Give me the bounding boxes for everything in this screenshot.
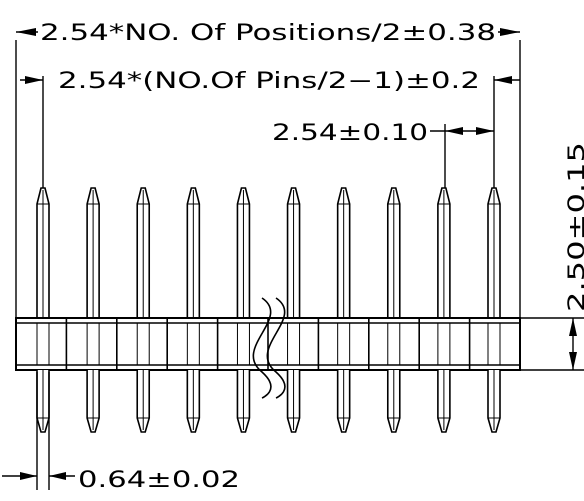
pin-bottom [336,370,351,433]
pin-bottom [86,370,100,433]
pin-bottom [236,370,251,433]
pin-width-dimension: 0.64±0.02 [2,372,240,493]
pitch-dimension: 2.54±0.10 [272,121,494,188]
pin-top [437,187,451,318]
pin-width-label: 0.64±0.02 [78,468,240,493]
pin-bottom [286,370,301,433]
pin-bottom [386,370,401,433]
body-height-dimension: 2.50±0.15 [520,142,584,371]
pin-span-dimension: 2.54*(NO.Of Pins/2−1)±0.2 [20,69,520,188]
body-height-label: 2.50±0.15 [565,142,584,312]
pin-top [86,187,100,318]
overall-width-label: 2.54*NO. Of Positions/2±0.38 [40,21,496,46]
pins-bottom [36,370,501,433]
pin-top [386,187,401,318]
pin-bottom [487,370,501,433]
overall-width-dimension: 2.54*NO. Of Positions/2±0.38 [15,21,521,317]
wavy-break-icon [252,297,286,399]
pitch-label: 2.54±0.10 [272,121,428,146]
pin-top [236,187,251,318]
pin-top [487,187,501,318]
pin-bottom [136,370,151,433]
pin-span-label: 2.54*(NO.Of Pins/2−1)±0.2 [58,69,480,94]
pin-top [336,187,351,318]
pin-top [186,187,201,318]
pin-top [136,187,151,318]
pin-bottom [437,370,451,433]
pin-top [36,187,50,318]
pin-bottom [186,370,201,433]
pin-bottom [36,370,50,433]
pins-top [36,187,501,318]
pin-top [286,187,301,318]
